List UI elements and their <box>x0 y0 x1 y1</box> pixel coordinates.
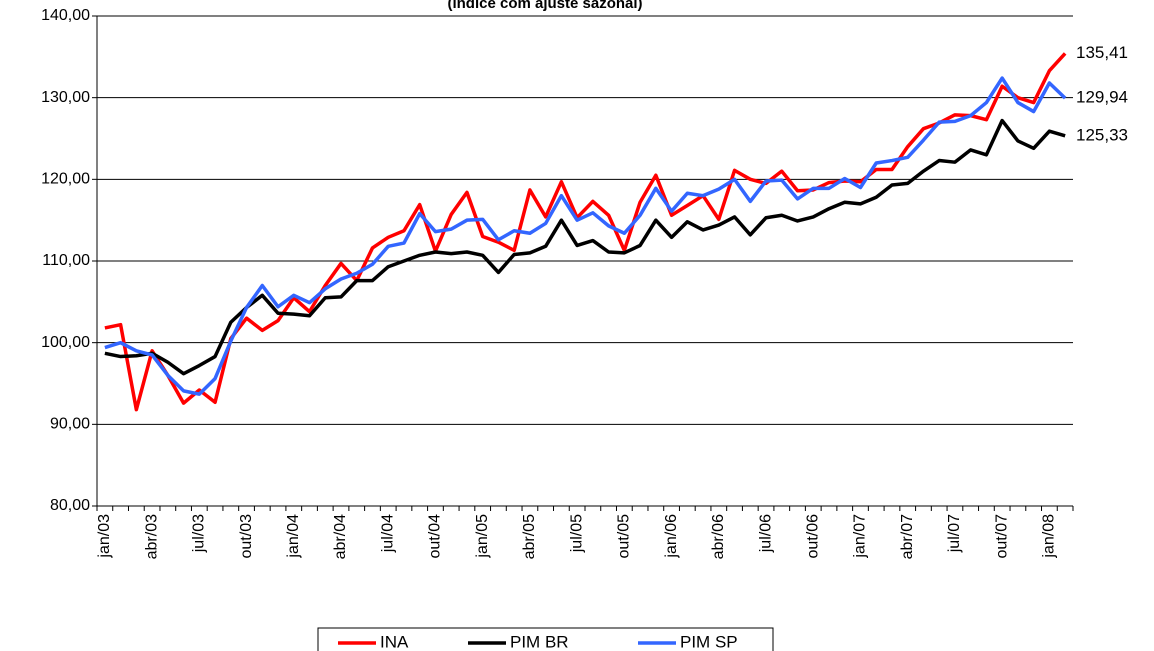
x-tick-label: abr/06 <box>710 514 727 559</box>
series-line <box>104 52 1067 412</box>
x-tick-label: jul/07 <box>946 514 963 553</box>
legend: INA PIM BR PIM SP <box>317 627 774 651</box>
y-tick-label: 130,00 <box>41 89 90 106</box>
legend-label: INA <box>380 632 409 651</box>
y-tick-label: 140,00 <box>41 7 90 24</box>
legend-label: PIM SP <box>680 632 738 651</box>
x-tick-label: jul/04 <box>379 514 396 553</box>
x-tick-label: jan/03 <box>96 514 113 559</box>
value-label: 125,33 <box>1076 125 1128 144</box>
y-tick-label: 90,00 <box>50 416 90 433</box>
x-tick-label: jul/05 <box>568 514 585 553</box>
x-tick-label: jan/07 <box>852 514 869 559</box>
value-label: 135,41 <box>1076 43 1128 62</box>
x-tick-label: out/03 <box>238 514 255 559</box>
x-tick-label: out/06 <box>804 514 821 559</box>
x-tick-label: out/04 <box>427 514 444 559</box>
x-tick-label: jan/04 <box>285 514 302 559</box>
y-tick-label: 110,00 <box>42 252 90 269</box>
x-tick-label: abr/07 <box>899 514 916 559</box>
legend-label: PIM BR <box>510 632 569 651</box>
y-tick-label: 100,00 <box>41 334 90 351</box>
x-tick-label: out/05 <box>616 514 633 559</box>
series-line <box>104 76 1067 396</box>
x-tick-label: jan/08 <box>1041 514 1058 559</box>
x-tick-label: jan/06 <box>663 514 680 559</box>
x-tick-label: jul/03 <box>191 514 208 553</box>
y-tick-label: 80,00 <box>50 497 90 514</box>
series-line <box>104 118 1066 376</box>
legend-box <box>317 627 774 651</box>
chart-subtitle: (índice com ajuste sazonal) <box>447 0 642 12</box>
x-tick-label: abr/03 <box>143 514 160 559</box>
x-tick-label: abr/04 <box>332 514 349 559</box>
y-tick-label: 120,00 <box>41 171 90 188</box>
x-tick-label: jul/06 <box>757 514 774 553</box>
x-tick-label: abr/05 <box>521 514 538 559</box>
x-tick-label: out/07 <box>993 514 1010 559</box>
value-label: 129,94 <box>1076 88 1128 107</box>
x-tick-label: jan/05 <box>474 514 491 559</box>
